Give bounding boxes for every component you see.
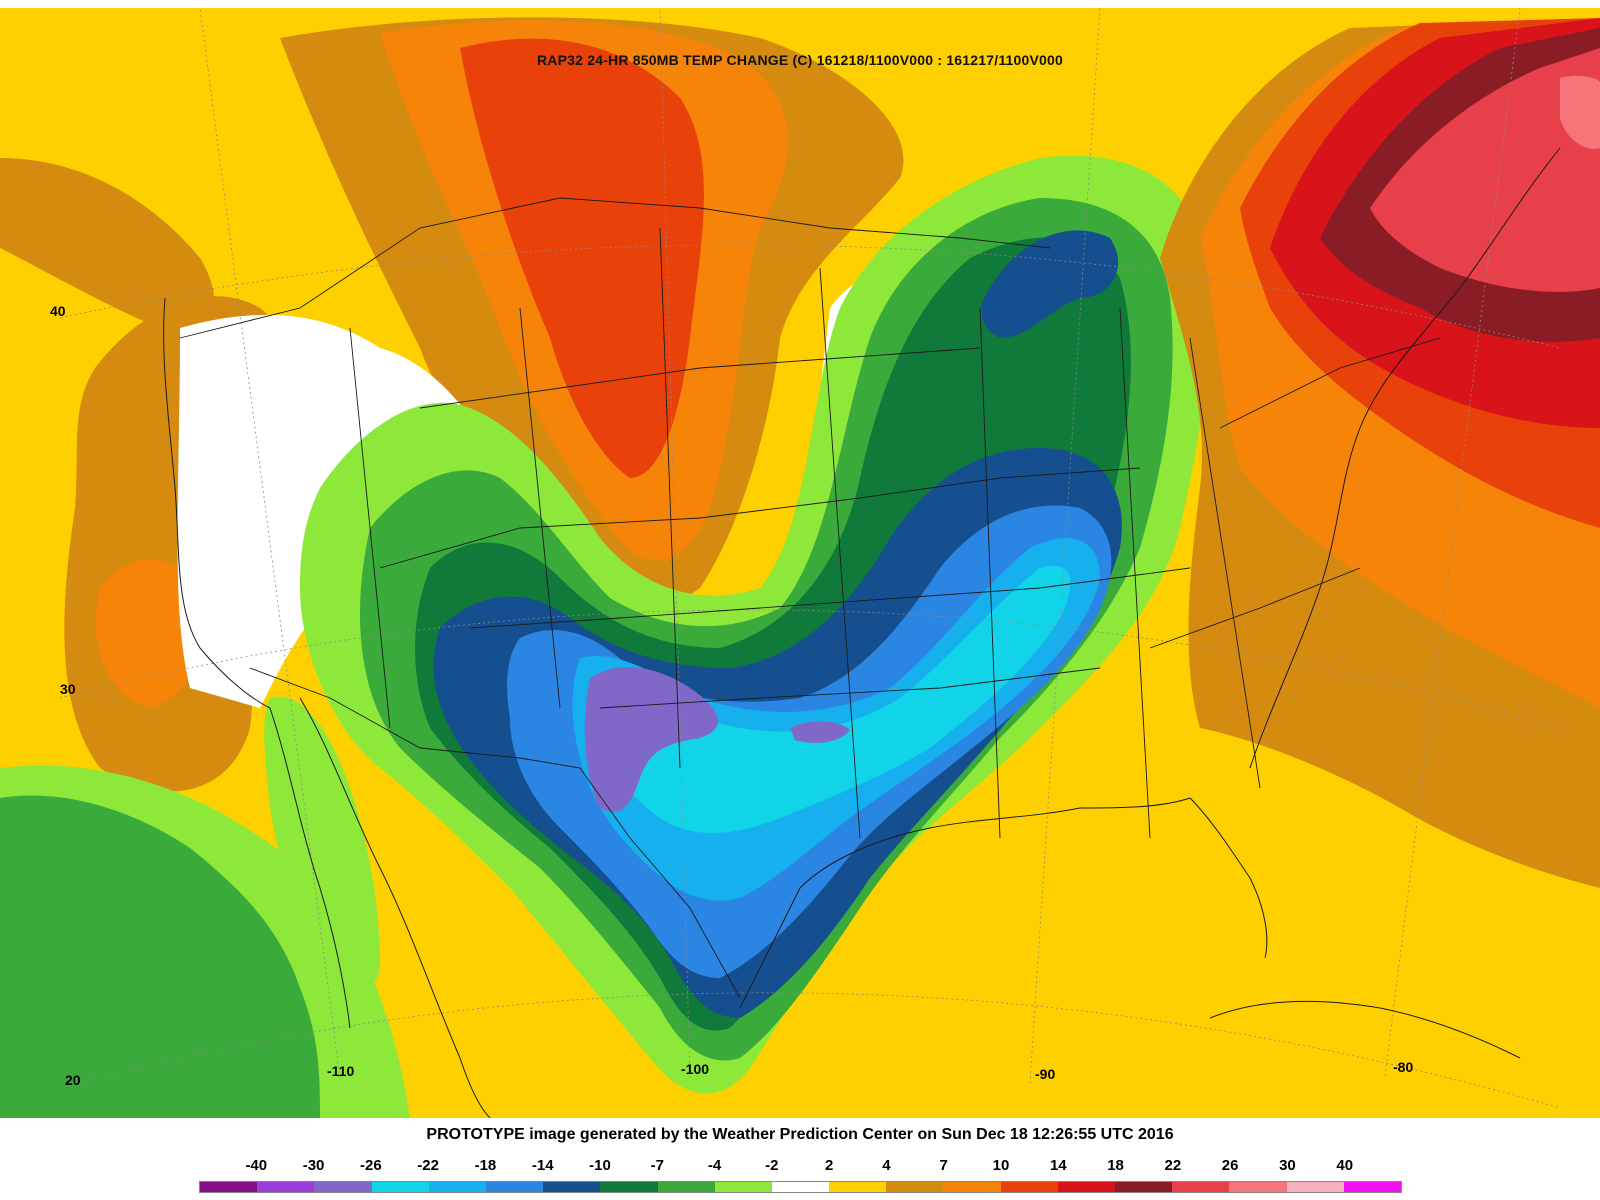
boundary-canada-us <box>179 197 1051 339</box>
coastline-mexico-west <box>299 697 491 1118</box>
footer-caption: PROTOTYPE image generated by the Weather… <box>426 1126 1174 1143</box>
legend-swatch-17 <box>1172 1182 1230 1192</box>
legend-label-2: -26 <box>360 1157 382 1174</box>
state-boundaries <box>179 197 1441 999</box>
coastlines <box>163 147 1561 1118</box>
legend-label-4: -18 <box>474 1157 497 1174</box>
legend-swatch-11 <box>829 1182 887 1192</box>
legend-label-5: -14 <box>531 1157 554 1174</box>
legend-label-8: -4 <box>707 1157 722 1174</box>
contour-yellow-gulf <box>982 790 1192 998</box>
contour-orange-west <box>95 559 203 708</box>
contour-30-east <box>1560 75 1600 149</box>
contour-neg26-west <box>584 667 719 812</box>
contour-red-north <box>460 38 704 479</box>
latitude-label-40: 40 <box>50 303 66 319</box>
legend-swatch-5 <box>485 1182 544 1192</box>
legend-swatch-18 <box>1229 1182 1287 1192</box>
legend-swatch-6 <box>543 1182 601 1192</box>
contour-neg26-east <box>790 721 850 743</box>
contour-neg4-sw <box>0 795 320 1118</box>
coastline-baja <box>269 707 351 1029</box>
legend-label-16: 22 <box>1164 1157 1182 1174</box>
longitude-label-100: -100 <box>681 1061 710 1077</box>
map-area <box>0 8 1600 1118</box>
contour-brown-nw <box>0 158 215 330</box>
legend-label-12: 7 <box>939 1157 948 1174</box>
graticule <box>59 8 1561 1109</box>
legend-swatch-16 <box>1115 1182 1173 1192</box>
legend-swatch-9 <box>714 1182 772 1192</box>
contour-neg10-great-lakes <box>981 230 1119 338</box>
longitude-label-80: -80 <box>1393 1059 1414 1075</box>
legend-label-0: -40 <box>245 1157 268 1174</box>
boundary-line-13 <box>1149 567 1361 649</box>
legend-swatch-0 <box>200 1182 258 1192</box>
legend-swatch-10 <box>771 1182 830 1192</box>
legend-label-1: -30 <box>302 1157 325 1174</box>
legend-label-15: 18 <box>1107 1157 1124 1174</box>
boundary-line-5 <box>519 307 561 709</box>
legend-swatch-14 <box>1000 1182 1058 1192</box>
legend-label-18: 30 <box>1279 1157 1296 1174</box>
coastline-east <box>1249 147 1561 769</box>
boundary-line-3 <box>469 567 1191 629</box>
legend-swatch-7 <box>600 1182 658 1192</box>
legend-swatch-12 <box>886 1182 944 1192</box>
legend-label-9: -2 <box>765 1157 779 1174</box>
legend-label-10: 2 <box>824 1157 834 1174</box>
latitude-label-30: 30 <box>60 681 76 697</box>
legend-label-11: 4 <box>882 1157 891 1174</box>
boundary-line-10 <box>1189 337 1261 789</box>
legend-label-14: 14 <box>1049 1157 1067 1174</box>
longitude-label-90: -90 <box>1035 1066 1056 1082</box>
latitude-label-20: 20 <box>65 1072 81 1088</box>
coastline-florida <box>1189 797 1268 959</box>
coastline-west <box>163 297 271 709</box>
contour-neg22 <box>600 565 1071 833</box>
boundary-line-6 <box>659 227 681 769</box>
coastline-gulf <box>739 797 1191 1009</box>
legend-swatch-20 <box>1343 1182 1401 1192</box>
contour-neg2-baja <box>264 696 380 1006</box>
legend-swatch-19 <box>1286 1182 1344 1192</box>
legend-label-3: -22 <box>417 1157 439 1174</box>
graticule-lat-40 <box>59 244 1561 349</box>
boundary-line-9 <box>1119 307 1151 839</box>
legend-label-13: 10 <box>992 1157 1010 1174</box>
coastline-cuba <box>1209 1000 1521 1059</box>
legend-swatch-2 <box>314 1182 372 1192</box>
boundary-line-12 <box>1219 337 1441 429</box>
boundary-line-1 <box>379 467 1141 569</box>
color-legend-bar <box>199 1181 1402 1193</box>
boundary-us-mexico <box>249 667 741 999</box>
legend-label-17: 26 <box>1221 1157 1239 1174</box>
boundary-line-2 <box>419 347 981 409</box>
legend-swatch-1 <box>257 1182 315 1192</box>
longitude-label-110: -110 <box>327 1063 355 1079</box>
temperature-change-map <box>0 8 1600 1118</box>
legend-label-19: 40 <box>1336 1157 1354 1174</box>
legend-swatch-8 <box>657 1182 715 1192</box>
contour-neutral-central <box>177 268 950 708</box>
legend-swatch-15 <box>1057 1182 1115 1192</box>
legend-swatch-13 <box>943 1182 1001 1192</box>
boundary-line-8 <box>979 307 1001 839</box>
contour-26-east <box>1370 48 1600 292</box>
boundary-line-11 <box>349 327 391 729</box>
legend-label-7: -7 <box>650 1157 664 1174</box>
legend-swatch-4 <box>428 1182 486 1192</box>
map-title: RAP32 24-HR 850MB TEMP CHANGE (C) 161218… <box>537 52 1063 68</box>
boundary-line-7 <box>819 267 861 839</box>
legend-label-6: -10 <box>589 1157 611 1174</box>
legend-swatch-3 <box>371 1182 429 1192</box>
graticule-lon-100 <box>659 8 691 1079</box>
